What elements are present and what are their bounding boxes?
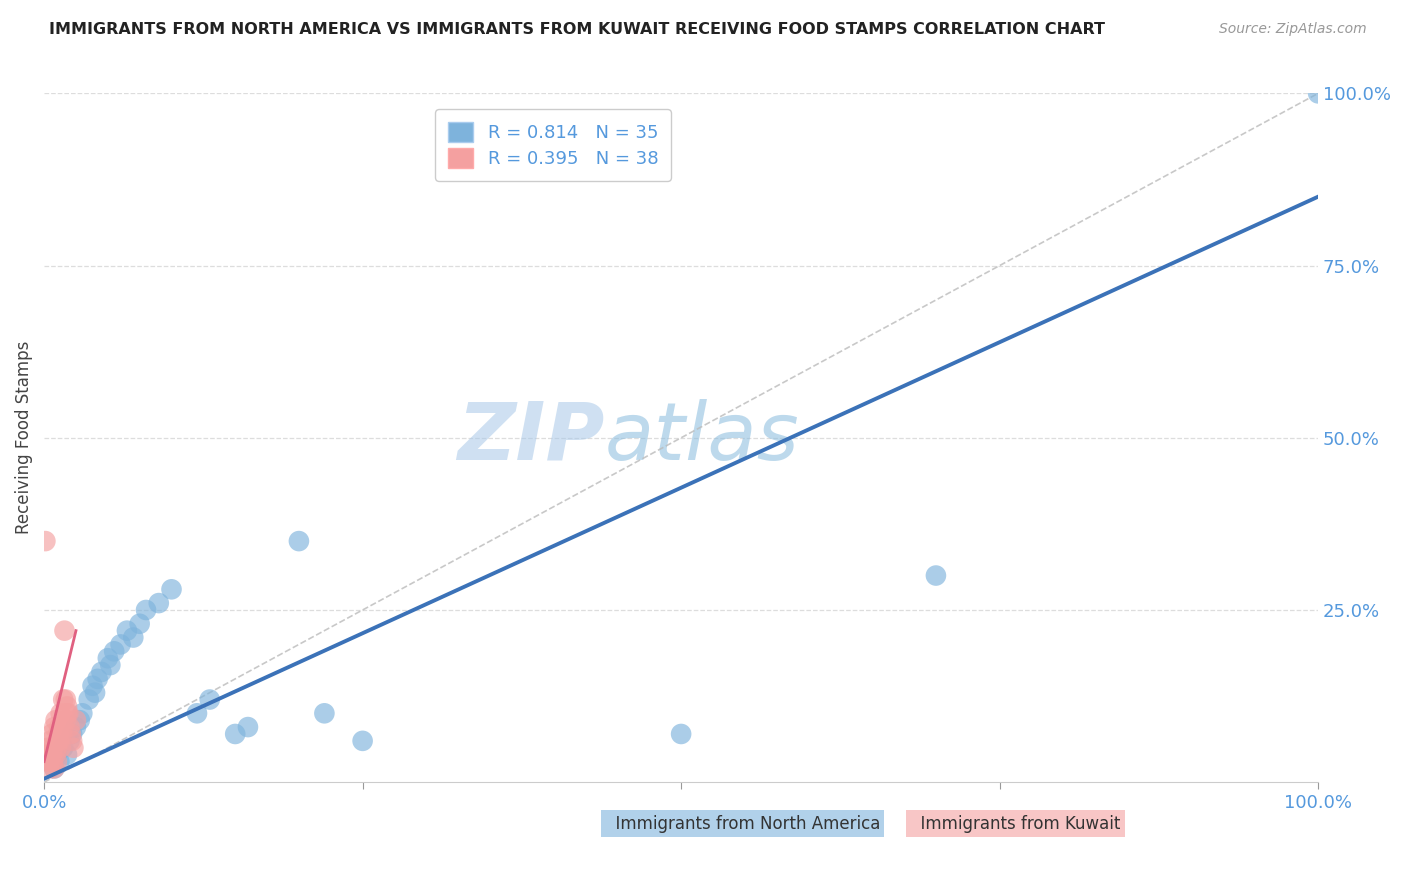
Point xyxy=(35,747,58,762)
Point xyxy=(69,713,91,727)
Point xyxy=(72,706,94,721)
Point xyxy=(49,740,72,755)
Point xyxy=(45,740,67,755)
Text: Immigrants from Kuwait: Immigrants from Kuwait xyxy=(911,814,1121,832)
Point xyxy=(56,699,79,714)
Point xyxy=(37,740,59,755)
Point xyxy=(669,727,692,741)
Point xyxy=(48,720,70,734)
Text: IMMIGRANTS FROM NORTH AMERICA VS IMMIGRANTS FROM KUWAIT RECEIVING FOOD STAMPS CO: IMMIGRANTS FROM NORTH AMERICA VS IMMIGRA… xyxy=(49,22,1105,37)
Point xyxy=(46,734,69,748)
Point xyxy=(60,734,83,748)
Text: Immigrants from North America: Immigrants from North America xyxy=(605,814,880,832)
Point xyxy=(45,747,67,762)
Point xyxy=(56,747,79,762)
Point xyxy=(41,747,63,762)
Point xyxy=(52,692,75,706)
Point xyxy=(314,706,336,721)
Point xyxy=(58,706,80,721)
Point xyxy=(224,727,246,741)
Point xyxy=(34,534,56,549)
Point xyxy=(42,755,65,769)
Point xyxy=(135,603,157,617)
Point xyxy=(52,720,75,734)
Point xyxy=(44,720,66,734)
Point xyxy=(55,713,77,727)
Point xyxy=(37,755,59,769)
Point xyxy=(45,713,67,727)
Point xyxy=(42,740,65,755)
Point xyxy=(1308,87,1330,101)
Point xyxy=(44,761,66,775)
Text: atlas: atlas xyxy=(605,399,800,477)
Point xyxy=(97,651,120,665)
Point xyxy=(103,644,125,658)
Point xyxy=(46,727,69,741)
Point xyxy=(115,624,138,638)
Point xyxy=(56,706,79,721)
Point xyxy=(59,727,82,741)
Point xyxy=(122,631,145,645)
Point xyxy=(45,747,67,762)
Point xyxy=(44,761,66,775)
Point xyxy=(98,658,121,673)
Point xyxy=(41,727,63,741)
Point xyxy=(38,747,60,762)
Point xyxy=(148,596,170,610)
Point xyxy=(58,734,80,748)
Point xyxy=(51,727,73,741)
Point xyxy=(160,582,183,597)
Point xyxy=(84,686,107,700)
Point xyxy=(60,727,83,741)
Point xyxy=(52,740,75,755)
Point xyxy=(77,692,100,706)
Point xyxy=(65,720,87,734)
Legend: R = 0.814   N = 35, R = 0.395   N = 38: R = 0.814 N = 35, R = 0.395 N = 38 xyxy=(436,110,671,181)
Text: Source: ZipAtlas.com: Source: ZipAtlas.com xyxy=(1219,22,1367,37)
Point xyxy=(62,740,84,755)
Point xyxy=(86,672,108,686)
Y-axis label: Receiving Food Stamps: Receiving Food Stamps xyxy=(15,341,32,534)
Point xyxy=(53,624,76,638)
Point xyxy=(58,720,80,734)
Point xyxy=(55,692,77,706)
Point xyxy=(198,692,221,706)
Point xyxy=(352,734,374,748)
Point xyxy=(288,534,311,549)
Point xyxy=(45,755,67,769)
Point xyxy=(38,761,60,775)
Point xyxy=(65,713,87,727)
Point xyxy=(90,665,112,679)
Point xyxy=(925,568,948,582)
Point xyxy=(39,734,62,748)
Point xyxy=(82,679,104,693)
Point xyxy=(186,706,208,721)
Point xyxy=(48,755,70,769)
Text: ZIP: ZIP xyxy=(457,399,605,477)
Point xyxy=(39,755,62,769)
Point xyxy=(236,720,259,734)
Point xyxy=(110,637,132,651)
Point xyxy=(128,616,150,631)
Point xyxy=(48,734,70,748)
Point xyxy=(49,706,72,721)
